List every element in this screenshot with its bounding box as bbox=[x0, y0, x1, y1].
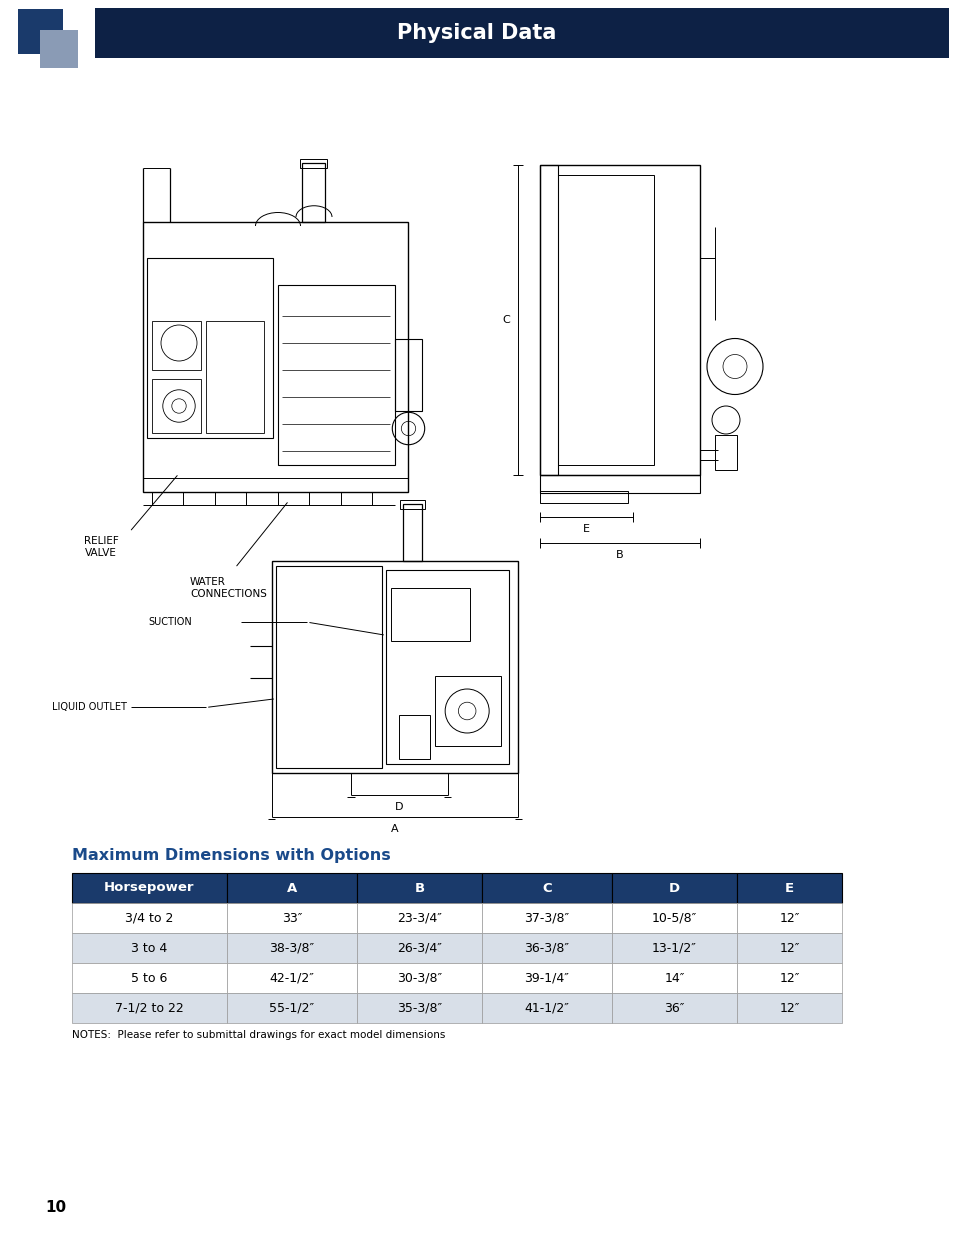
Bar bbox=[539, 475, 700, 493]
Bar bbox=[612, 873, 737, 903]
Bar bbox=[227, 963, 356, 993]
Text: 35-3/8″: 35-3/8″ bbox=[396, 1002, 441, 1014]
Text: Horsepower: Horsepower bbox=[104, 882, 194, 894]
Bar bbox=[612, 993, 737, 1023]
Text: LIQUID OUTLET: LIQUID OUTLET bbox=[51, 703, 127, 713]
Text: 14″: 14″ bbox=[663, 972, 684, 984]
Text: E: E bbox=[582, 524, 589, 534]
Text: 12″: 12″ bbox=[779, 911, 799, 925]
Bar bbox=[737, 903, 841, 932]
Bar bbox=[539, 165, 558, 475]
Text: 39-1/4″: 39-1/4″ bbox=[524, 972, 569, 984]
Bar bbox=[539, 165, 700, 475]
Bar bbox=[481, 873, 612, 903]
Bar bbox=[143, 221, 408, 492]
Bar bbox=[71, 963, 227, 993]
Text: E: E bbox=[784, 882, 793, 894]
Bar bbox=[356, 963, 481, 993]
Bar bbox=[277, 284, 395, 464]
Text: 33″: 33″ bbox=[281, 911, 302, 925]
Bar bbox=[400, 500, 424, 509]
Text: 36-3/8″: 36-3/8″ bbox=[524, 941, 569, 955]
Bar bbox=[395, 338, 421, 410]
Bar bbox=[481, 993, 612, 1023]
Bar bbox=[272, 562, 517, 773]
Bar bbox=[227, 932, 356, 963]
Bar bbox=[356, 932, 481, 963]
Bar bbox=[227, 873, 356, 903]
Bar bbox=[148, 258, 274, 437]
Bar bbox=[558, 175, 654, 466]
Text: 38-3/8″: 38-3/8″ bbox=[269, 941, 314, 955]
Bar bbox=[435, 676, 500, 746]
Bar bbox=[71, 903, 227, 932]
Bar bbox=[40, 30, 78, 68]
Text: 30-3/8″: 30-3/8″ bbox=[396, 972, 441, 984]
Text: 26-3/4″: 26-3/4″ bbox=[396, 941, 441, 955]
Bar bbox=[612, 963, 737, 993]
Bar bbox=[227, 903, 356, 932]
Bar bbox=[356, 903, 481, 932]
Text: 13-1/2″: 13-1/2″ bbox=[652, 941, 697, 955]
Text: 5 to 6: 5 to 6 bbox=[132, 972, 168, 984]
Bar bbox=[714, 435, 737, 471]
Text: 23-3/4″: 23-3/4″ bbox=[396, 911, 441, 925]
Text: Physical Data: Physical Data bbox=[396, 23, 557, 43]
Bar bbox=[481, 903, 612, 932]
Text: 37-3/8″: 37-3/8″ bbox=[524, 911, 569, 925]
Text: A: A bbox=[287, 882, 296, 894]
Bar bbox=[356, 873, 481, 903]
Text: 42-1/2″: 42-1/2″ bbox=[270, 972, 314, 984]
Text: WATER
CONNECTIONS: WATER CONNECTIONS bbox=[190, 577, 267, 599]
Text: B: B bbox=[414, 882, 424, 894]
Text: D: D bbox=[668, 882, 679, 894]
Text: A: A bbox=[391, 824, 398, 834]
Bar bbox=[152, 321, 201, 370]
Bar bbox=[71, 993, 227, 1023]
Bar bbox=[18, 9, 63, 54]
Bar bbox=[612, 903, 737, 932]
Bar bbox=[386, 571, 509, 763]
Text: 3 to 4: 3 to 4 bbox=[132, 941, 168, 955]
Text: Maximum Dimensions with Options: Maximum Dimensions with Options bbox=[71, 848, 391, 863]
Text: 41-1/2″: 41-1/2″ bbox=[524, 1002, 569, 1014]
Text: NOTES:  Please refer to submittal drawings for exact model dimensions: NOTES: Please refer to submittal drawing… bbox=[71, 1030, 445, 1040]
Bar bbox=[227, 993, 356, 1023]
Text: C: C bbox=[541, 882, 551, 894]
Text: 12″: 12″ bbox=[779, 941, 799, 955]
Bar bbox=[276, 566, 381, 768]
Bar bbox=[737, 963, 841, 993]
Text: D: D bbox=[395, 802, 403, 811]
Bar bbox=[302, 163, 324, 221]
Text: C: C bbox=[501, 315, 510, 325]
Bar bbox=[737, 873, 841, 903]
Bar bbox=[152, 379, 201, 433]
Text: 10-5/8″: 10-5/8″ bbox=[651, 911, 697, 925]
Text: 10: 10 bbox=[45, 1200, 66, 1215]
Bar bbox=[737, 932, 841, 963]
Bar bbox=[737, 993, 841, 1023]
Text: 55-1/2″: 55-1/2″ bbox=[269, 1002, 314, 1014]
Bar bbox=[402, 504, 422, 562]
Text: RELIEF
VALVE: RELIEF VALVE bbox=[85, 536, 119, 558]
Text: 12″: 12″ bbox=[779, 1002, 799, 1014]
Bar bbox=[71, 873, 227, 903]
Bar bbox=[539, 492, 627, 503]
Bar bbox=[390, 588, 469, 641]
Text: 36″: 36″ bbox=[663, 1002, 684, 1014]
Bar bbox=[71, 932, 227, 963]
Text: 7-1/2 to 22: 7-1/2 to 22 bbox=[115, 1002, 184, 1014]
Bar bbox=[612, 932, 737, 963]
Text: 3/4 to 2: 3/4 to 2 bbox=[125, 911, 173, 925]
Text: 12″: 12″ bbox=[779, 972, 799, 984]
Bar bbox=[206, 321, 264, 433]
Text: SUCTION: SUCTION bbox=[149, 618, 193, 627]
Text: B: B bbox=[616, 550, 623, 559]
Bar bbox=[95, 7, 948, 58]
Bar bbox=[356, 993, 481, 1023]
Bar bbox=[399, 715, 430, 760]
Bar bbox=[481, 963, 612, 993]
Bar bbox=[300, 158, 327, 168]
Bar bbox=[481, 932, 612, 963]
